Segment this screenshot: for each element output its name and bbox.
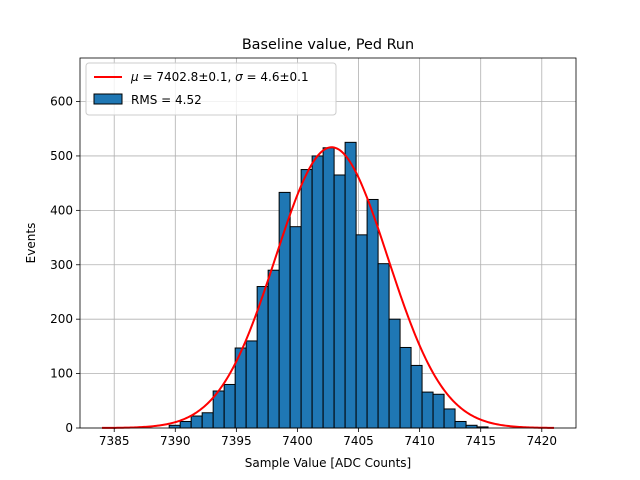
histogram-bar	[465, 424, 478, 429]
y-axis-label: Events	[24, 223, 38, 264]
legend: μ = 7402.8±0.1, σ = 4.6±0.1 RMS = 4.52	[85, 62, 337, 116]
y-axis-ticks: 0 100 200 300 400 500 600	[50, 95, 80, 435]
x-tick-label: 7395	[221, 434, 252, 448]
x-tick-label: 7410	[404, 434, 435, 448]
histogram-bar	[355, 234, 368, 429]
y-tick-label: 200	[50, 312, 73, 326]
x-axis-ticks: 7385 7390 7395 7400 7405 7410 7415 7420	[99, 428, 557, 448]
x-tick-label: 7415	[465, 434, 496, 448]
legend-histogram-swatch	[93, 93, 123, 105]
histogram-bar	[267, 269, 280, 429]
legend-mu-symbol: μ	[130, 70, 139, 84]
y-tick-label: 300	[50, 258, 73, 272]
histogram-bar	[377, 263, 390, 429]
legend-sigma-symbol: σ	[235, 70, 243, 84]
legend-sigma-value: = 4.6±0.1	[243, 70, 309, 84]
histogram-bar	[344, 141, 357, 429]
histogram-bar	[333, 174, 346, 429]
x-tick-label: 7420	[527, 434, 558, 448]
histogram-bar	[245, 340, 258, 429]
histogram-bar	[432, 393, 445, 429]
histogram-bar	[322, 147, 335, 429]
gaussian-fit-curve	[101, 146, 555, 429]
histogram-bar	[399, 346, 412, 429]
y-tick-label: 0	[65, 421, 73, 435]
histogram-bar	[201, 412, 214, 429]
histogram-bars	[168, 141, 489, 429]
chart-title: Baseline value, Ped Run	[242, 37, 414, 53]
histogram-bar	[179, 420, 192, 429]
legend-fit-label: μ = 7402.8±0.1, σ = 4.6±0.1	[130, 70, 309, 84]
y-tick-label: 600	[50, 95, 73, 109]
histogram-bar	[366, 198, 379, 429]
x-tick-label: 7385	[99, 434, 130, 448]
y-tick-label: 500	[50, 149, 73, 163]
x-tick-label: 7400	[282, 434, 313, 448]
histogram-bar	[443, 408, 456, 429]
y-tick-label: 100	[50, 367, 73, 381]
y-tick-label: 400	[50, 203, 73, 217]
histogram-bar	[289, 226, 302, 429]
x-tick-label: 7405	[343, 434, 374, 448]
fit-curve-layer	[101, 146, 555, 429]
histogram-bar	[388, 318, 401, 429]
histogram-bar	[454, 420, 467, 429]
plot-frame	[79, 57, 577, 429]
histogram-bar	[410, 364, 423, 429]
histogram-bar	[190, 415, 203, 429]
x-tick-label: 7390	[160, 434, 191, 448]
histogram-bar	[168, 424, 181, 429]
legend-mu-value: = 7402.8±0.1,	[139, 70, 235, 84]
histogram-bar	[311, 155, 324, 429]
histogram-bar	[223, 383, 236, 429]
x-axis-label: Sample Value [ADC Counts]	[245, 456, 411, 470]
legend-histogram-label: RMS = 4.52	[131, 93, 202, 107]
histogram-bar	[300, 169, 313, 429]
histogram-bar	[421, 391, 434, 429]
legend-box	[85, 62, 337, 116]
